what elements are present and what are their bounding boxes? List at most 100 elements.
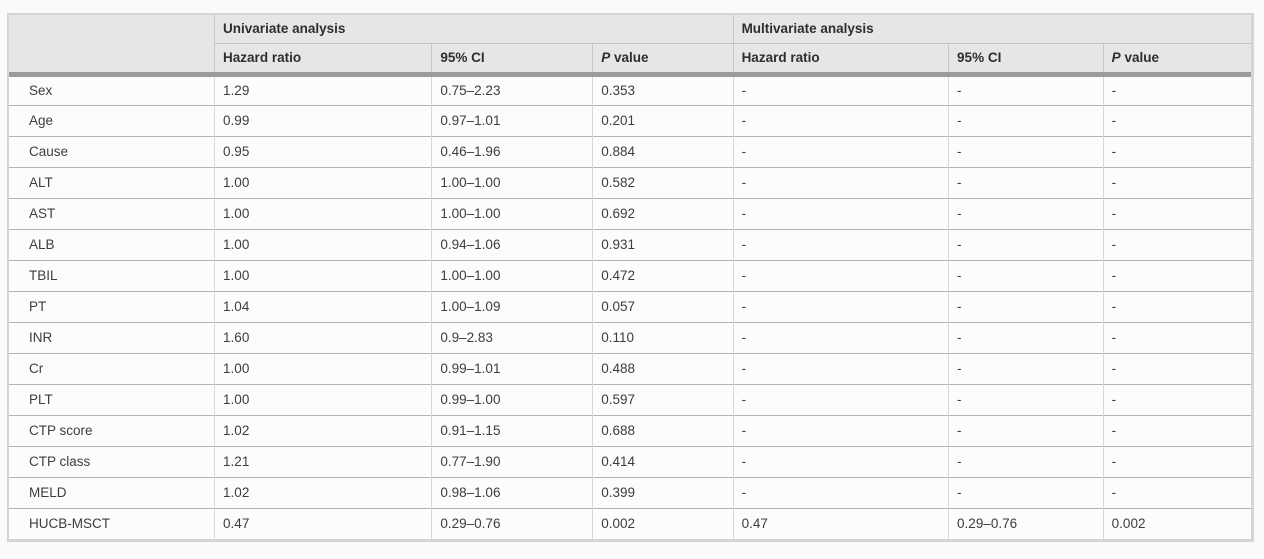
pvalue-italic-p: P (1111, 50, 1121, 65)
value-cell: - (732, 228, 949, 260)
value-cell: - (948, 476, 1104, 508)
value-cell: - (948, 321, 1104, 353)
table-row: ALT 1.00 1.00–1.00 0.582- - - (9, 166, 1251, 198)
value-cell: - (732, 259, 949, 291)
value-cell: - (732, 135, 949, 167)
value-cell: 1.00 (214, 352, 432, 384)
value-cell: - (1102, 414, 1251, 446)
value-cell: 1.00–1.00 (431, 166, 593, 198)
value-cell: 0.002 (1102, 507, 1251, 539)
value-cell: - (732, 290, 949, 322)
value-cell: - (732, 445, 949, 477)
value-cell: 0.472 (592, 259, 734, 291)
value-cell: 0.931 (592, 228, 734, 260)
value-cell: 0.884 (592, 135, 734, 167)
value-cell: - (732, 352, 949, 384)
value-cell: - (948, 414, 1104, 446)
value-cell: - (732, 166, 949, 198)
row-label-cell: PT (9, 290, 215, 322)
table-row: HUCB-MSCT 0.47 0.29–0.76 0.002 0.47 0.29–0.76… (9, 507, 1251, 539)
value-cell: 0.9–2.83 (431, 321, 593, 353)
row-label-cell: Cr (9, 352, 215, 384)
value-cell: 1.00–1.09 (431, 290, 593, 322)
value-cell: 1.29 (214, 74, 432, 105)
value-cell: - (1102, 135, 1251, 167)
value-cell: - (948, 352, 1104, 384)
value-cell: - (1102, 228, 1251, 260)
value-cell: - (732, 74, 949, 105)
table-row: CTP score 1.02 0.91–1.15 0.688- - - (9, 414, 1251, 446)
row-label-cell: INR (9, 321, 215, 353)
value-cell: - (948, 104, 1104, 136)
value-cell: - (732, 197, 949, 229)
value-cell: 1.00–1.00 (431, 197, 593, 229)
value-cell: 0.91–1.15 (431, 414, 593, 446)
value-cell: 0.77–1.90 (431, 445, 593, 477)
value-cell: - (1102, 352, 1251, 384)
value-cell: - (948, 197, 1104, 229)
table-row: TBIL 1.00 1.00–1.00 0.472- - - (9, 259, 1251, 291)
value-cell: - (732, 414, 949, 446)
value-cell: 1.02 (214, 414, 432, 446)
value-cell: - (1102, 166, 1251, 198)
value-cell: 0.688 (592, 414, 734, 446)
value-cell: - (732, 321, 949, 353)
value-cell: 0.29–0.76 (948, 507, 1104, 539)
value-cell: - (1102, 290, 1251, 322)
row-label-cell: Sex (9, 74, 215, 105)
value-cell: - (1102, 197, 1251, 229)
value-cell: 1.21 (214, 445, 432, 477)
value-cell: - (948, 135, 1104, 167)
value-cell: - (948, 166, 1104, 198)
value-cell: - (1102, 74, 1251, 105)
table-row: PLT 1.00 0.99–1.00 0.597- - - (9, 383, 1251, 415)
value-cell: 0.488 (592, 352, 734, 384)
value-cell: 1.04 (214, 290, 432, 322)
value-cell: - (948, 259, 1104, 291)
value-cell: - (1102, 476, 1251, 508)
row-label-cell: HUCB-MSCT (9, 507, 215, 539)
table-row: MELD 1.02 0.98–1.06 0.399- - - (9, 476, 1251, 508)
value-cell: - (1102, 104, 1251, 136)
column-header-pvalue-multi: P value (1102, 43, 1251, 77)
column-header-hazard-ratio-multi: Hazard ratio (732, 43, 949, 77)
column-header-ci-multi: 95% CI (948, 43, 1104, 77)
value-cell: 1.00 (214, 228, 432, 260)
value-cell: 0.414 (592, 445, 734, 477)
value-cell: - (1102, 383, 1251, 415)
table-row: Age 0.99 0.97–1.01 0.201- - - (9, 104, 1251, 136)
group-header-row: Univariate analysis Multivariate analysi… (9, 15, 1251, 77)
pvalue-rest: value (1124, 50, 1159, 65)
value-cell: 0.99–1.00 (431, 383, 593, 415)
column-header-ci-uni: 95% CI (431, 43, 593, 77)
value-cell: 0.201 (592, 104, 734, 136)
value-cell: 0.47 (214, 507, 432, 539)
value-cell: - (948, 228, 1104, 260)
column-header-pvalue-uni: P value (592, 43, 734, 77)
row-label-cell: Cause (9, 135, 215, 167)
value-cell: 0.399 (592, 476, 734, 508)
value-cell: 1.00 (214, 259, 432, 291)
table-row: INR 1.60 0.9–2.83 0.110- - - (9, 321, 1251, 353)
row-label-cell: CTP class (9, 445, 215, 477)
value-cell: - (732, 104, 949, 136)
value-cell: 0.46–1.96 (431, 135, 593, 167)
table-body: Sex 1.29 0.75–2.23 0.353- - - Age 0.99 0.97–1.01… (9, 74, 1251, 539)
column-header-hazard-ratio-uni: Hazard ratio (214, 43, 432, 77)
value-cell: 1.00 (214, 383, 432, 415)
cox-analysis-table: Univariate analysis Multivariate analysi… (9, 15, 1251, 539)
value-cell: - (1102, 321, 1251, 353)
value-cell: - (1102, 445, 1251, 477)
row-label-cell: MELD (9, 476, 215, 508)
row-label-cell: AST (9, 197, 215, 229)
pvalue-rest: value (614, 50, 649, 65)
value-cell: 0.29–0.76 (431, 507, 593, 539)
value-cell: 0.110 (592, 321, 734, 353)
value-cell: 0.47 (732, 507, 949, 539)
value-cell: - (948, 290, 1104, 322)
table-row: CTP class 1.21 0.77–1.90 0.414- - - (9, 445, 1251, 477)
row-label-cell: Age (9, 104, 215, 136)
row-label-cell: PLT (9, 383, 215, 415)
value-cell: 1.00 (214, 197, 432, 229)
value-cell: - (948, 445, 1104, 477)
